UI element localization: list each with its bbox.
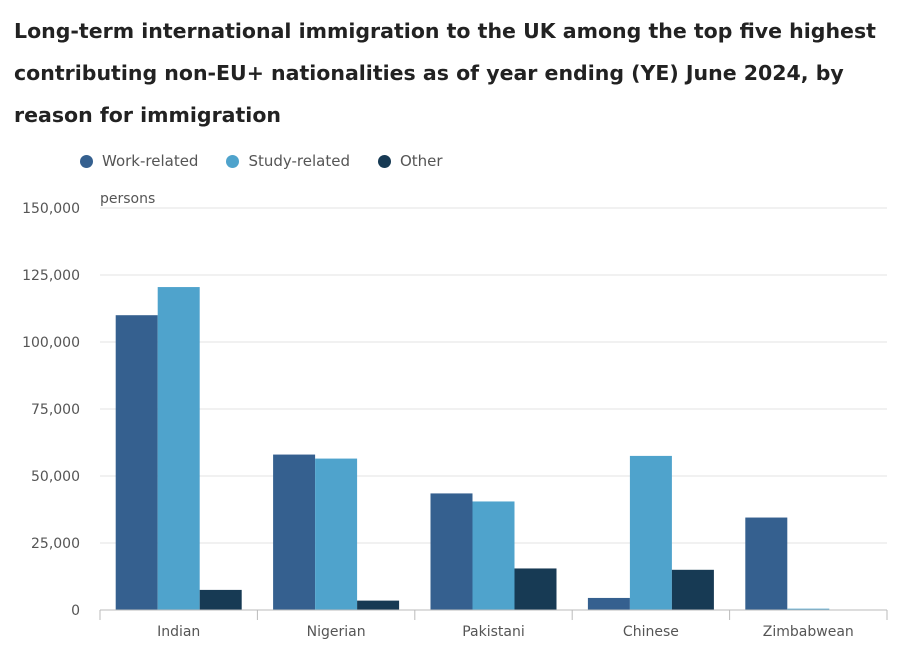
y-tick-label: 150,000 (22, 201, 80, 217)
legend-swatch-work-related (80, 154, 93, 168)
x-tick-label: Pakistani (462, 624, 525, 640)
y-tick-label: 50,000 (31, 469, 80, 485)
x-axis: Indian Nigerian Pakistani Chinese Zimbabwean (99, 609, 888, 640)
legend-label-other: Other (399, 152, 443, 170)
legend-item-other: Other (377, 152, 443, 170)
y-tick-label: 25,000 (31, 536, 80, 552)
y-tick-label: 75,000 (31, 402, 80, 418)
legend-item-study-related: Study-related (226, 152, 350, 170)
bar-nigerian-study-related (315, 458, 358, 610)
gridlines (100, 207, 887, 544)
y-axis: 0 25,000 50,000 75,000 100,000 125,000 150,000 (22, 201, 80, 619)
legend-swatch-study-related (226, 154, 240, 168)
y-tick-label: 0 (71, 603, 80, 619)
bar-chinese-work-related (587, 597, 630, 610)
bar-chinese-study-related (629, 455, 672, 610)
bar-pakistani-other (514, 568, 557, 610)
x-tick-label: Chinese (623, 624, 679, 640)
bar-indian-other (199, 589, 242, 610)
bar-zimbabwean-work-related (745, 517, 788, 610)
bar-zimbabwean-study-related (787, 608, 830, 610)
x-tick-label: Nigerian (307, 624, 366, 640)
legend-label-work-related: Work-related (102, 152, 199, 170)
y-axis-unit-label: persons (100, 191, 155, 207)
legend-label-study-related: Study-related (248, 152, 350, 170)
bar-pakistani-work-related (430, 493, 473, 610)
bar-nigerian-other (357, 600, 400, 610)
x-tick-label: Zimbabwean (763, 624, 854, 640)
legend-swatch-other (377, 154, 391, 168)
bar-nigerian-work-related (273, 454, 316, 610)
legend-item-work-related: Work-related (80, 152, 198, 170)
bar-indian-work-related (115, 315, 158, 610)
bars (115, 287, 830, 610)
bar-indian-study-related (157, 287, 200, 610)
y-tick-label: 100,000 (22, 335, 80, 351)
chart-title: Long-term international immigration to t… (14, 19, 876, 127)
chart-legend: Work-related Study-related Other (80, 152, 471, 170)
x-tick-label: Indian (157, 624, 200, 640)
bar-chinese-other (671, 569, 714, 610)
bar-pakistani-study-related (472, 501, 515, 610)
y-tick-label: 125,000 (22, 268, 80, 284)
